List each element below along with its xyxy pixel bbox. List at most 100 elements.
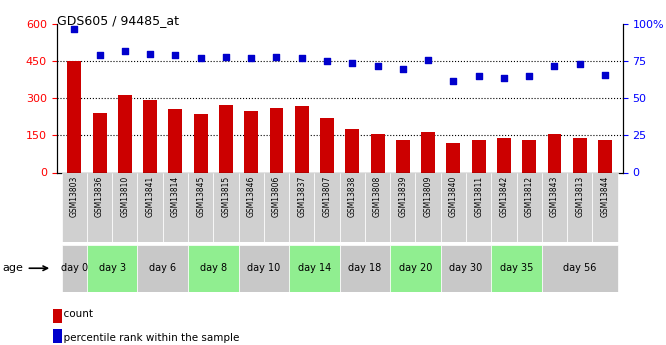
- Point: [372, 63, 383, 68]
- Point: [271, 54, 282, 60]
- Text: GSM13844: GSM13844: [601, 176, 609, 217]
- Bar: [421, 132, 435, 172]
- Bar: [346, 129, 359, 172]
- Bar: [492, 245, 542, 292]
- Bar: [219, 105, 233, 172]
- Point: [448, 78, 459, 83]
- Bar: [143, 100, 157, 172]
- Point: [574, 61, 585, 67]
- Point: [95, 52, 105, 58]
- Text: GSM13841: GSM13841: [146, 176, 155, 217]
- Point: [195, 56, 206, 61]
- Text: day 8: day 8: [200, 263, 227, 273]
- Bar: [238, 245, 289, 292]
- Bar: [472, 140, 486, 172]
- Bar: [295, 106, 309, 172]
- Text: count: count: [57, 309, 93, 319]
- Bar: [188, 245, 238, 292]
- Point: [599, 72, 610, 77]
- Bar: [441, 245, 492, 292]
- Text: day 0: day 0: [61, 263, 88, 273]
- Text: age: age: [3, 263, 47, 273]
- Point: [474, 73, 484, 79]
- Bar: [314, 172, 340, 242]
- Bar: [466, 172, 492, 242]
- Bar: [416, 172, 441, 242]
- Text: GSM13843: GSM13843: [550, 176, 559, 217]
- Text: day 35: day 35: [500, 263, 533, 273]
- Text: GSM13837: GSM13837: [297, 176, 306, 217]
- Bar: [62, 172, 87, 242]
- Bar: [547, 134, 561, 172]
- Bar: [67, 61, 81, 172]
- Text: GSM13808: GSM13808: [373, 176, 382, 217]
- Point: [398, 66, 408, 71]
- Bar: [492, 172, 517, 242]
- Bar: [542, 172, 567, 242]
- Text: day 6: day 6: [149, 263, 176, 273]
- Bar: [370, 134, 384, 172]
- Bar: [163, 172, 188, 242]
- Bar: [598, 140, 612, 172]
- Text: day 3: day 3: [99, 263, 126, 273]
- Text: GSM13815: GSM13815: [221, 176, 230, 217]
- Point: [69, 26, 80, 31]
- Text: day 56: day 56: [563, 263, 597, 273]
- Bar: [62, 245, 87, 292]
- Bar: [244, 111, 258, 172]
- Text: GSM13803: GSM13803: [70, 176, 79, 217]
- Bar: [497, 138, 511, 172]
- Bar: [112, 172, 137, 242]
- Bar: [93, 113, 107, 172]
- Point: [499, 75, 509, 80]
- Bar: [118, 95, 132, 172]
- Bar: [567, 172, 592, 242]
- Text: GSM13836: GSM13836: [95, 176, 104, 217]
- Point: [296, 56, 307, 61]
- Text: GSM13807: GSM13807: [322, 176, 332, 217]
- Bar: [137, 172, 163, 242]
- Bar: [365, 172, 390, 242]
- Bar: [340, 172, 365, 242]
- Bar: [264, 172, 289, 242]
- Text: GSM13806: GSM13806: [272, 176, 281, 217]
- Point: [145, 51, 155, 57]
- Bar: [517, 172, 542, 242]
- Bar: [137, 245, 188, 292]
- Text: GSM13812: GSM13812: [525, 176, 533, 217]
- Bar: [289, 172, 314, 242]
- Bar: [168, 109, 182, 172]
- Bar: [522, 140, 536, 172]
- Text: GSM13813: GSM13813: [575, 176, 584, 217]
- Text: GSM13840: GSM13840: [449, 176, 458, 217]
- Text: GSM13809: GSM13809: [424, 176, 433, 217]
- Point: [246, 56, 256, 61]
- Bar: [194, 114, 208, 172]
- Point: [220, 54, 231, 60]
- Bar: [87, 245, 137, 292]
- Text: GSM13839: GSM13839: [398, 176, 408, 217]
- Text: percentile rank within the sample: percentile rank within the sample: [57, 333, 239, 343]
- Bar: [213, 172, 238, 242]
- Text: GSM13810: GSM13810: [121, 176, 129, 217]
- Bar: [573, 138, 587, 172]
- Bar: [446, 143, 460, 172]
- Text: day 18: day 18: [348, 263, 382, 273]
- Bar: [441, 172, 466, 242]
- Bar: [87, 172, 112, 242]
- Text: GSM13845: GSM13845: [196, 176, 205, 217]
- Bar: [396, 140, 410, 172]
- Bar: [188, 172, 213, 242]
- Point: [119, 48, 130, 53]
- Text: GSM13842: GSM13842: [500, 176, 508, 217]
- Point: [170, 52, 180, 58]
- Bar: [390, 172, 416, 242]
- Bar: [542, 245, 617, 292]
- Point: [549, 63, 560, 68]
- Point: [322, 58, 332, 64]
- Text: day 14: day 14: [298, 263, 331, 273]
- Text: GDS605 / 94485_at: GDS605 / 94485_at: [57, 14, 178, 27]
- Text: GSM13838: GSM13838: [348, 176, 357, 217]
- Bar: [340, 245, 390, 292]
- Text: GSM13811: GSM13811: [474, 176, 483, 217]
